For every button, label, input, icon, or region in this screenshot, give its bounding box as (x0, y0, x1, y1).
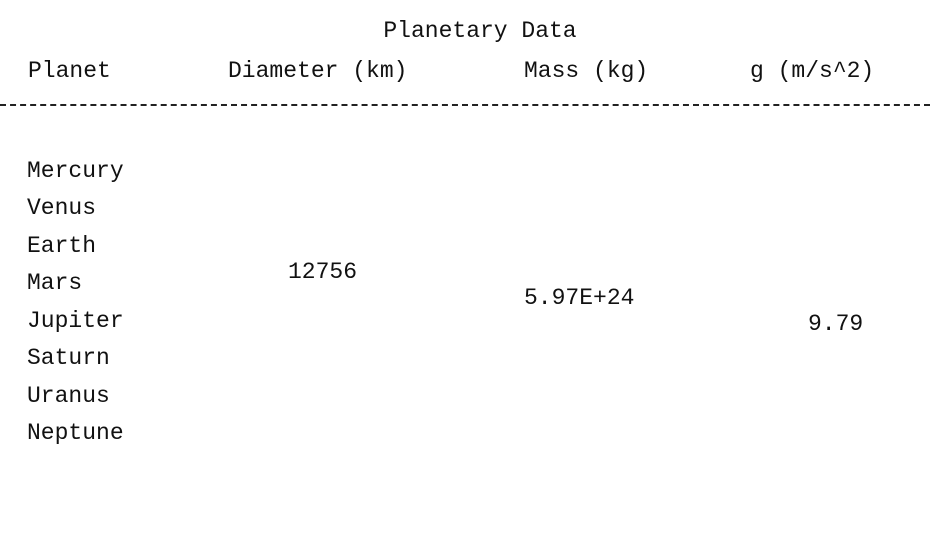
planet-name: Mars (27, 270, 83, 296)
header-divider (0, 104, 930, 106)
gravity-value: 9.79 (808, 311, 864, 337)
planet-name: Jupiter (27, 308, 124, 334)
table-row: Mars (0, 244, 930, 296)
table-row: Jupiter (0, 282, 930, 334)
mass-value: 5.97E+24 (524, 285, 635, 311)
planet-name: Neptune (27, 420, 124, 446)
column-header-planet: Planet (28, 58, 111, 84)
table-row: Earth 12756 5.97E+24 9.79 (0, 207, 930, 337)
column-header-gravity: g (m/s^2) (750, 58, 875, 84)
planet-name: Saturn (27, 345, 110, 371)
table-row: Uranus (0, 357, 930, 409)
table-row: Venus (0, 169, 930, 221)
column-header-diameter: Diameter (km) (228, 58, 408, 84)
table-row: Mercury (0, 132, 930, 184)
table-row: Saturn (0, 319, 930, 371)
console-output: Planetary Data Planet Diameter (km) Mass… (0, 18, 930, 446)
planet-name: Earth (27, 233, 97, 259)
planet-name: Mercury (27, 158, 124, 184)
diameter-value: 12756 (288, 259, 358, 285)
table-row: Neptune (0, 394, 930, 446)
column-header-mass: Mass (kg) (524, 58, 649, 84)
table-title: Planetary Data (383, 18, 577, 44)
planet-name: Uranus (27, 383, 110, 409)
planet-name: Venus (27, 195, 97, 221)
